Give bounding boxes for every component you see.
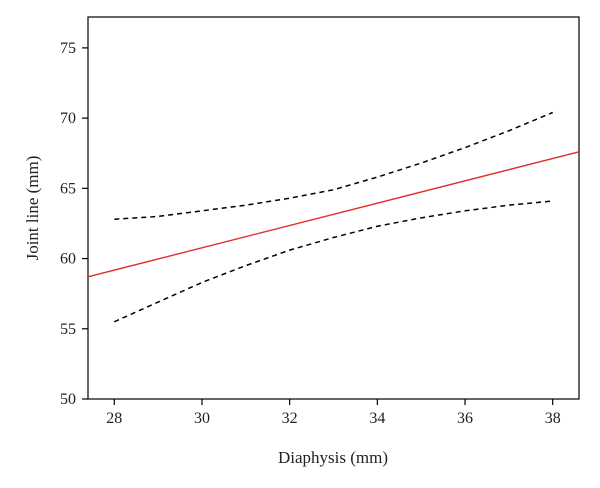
x-axis: 28 30 32 34 36 38 <box>106 399 561 427</box>
y-tick-label-0: 50 <box>60 391 76 408</box>
x-tick-label-2: 32 <box>282 410 298 427</box>
x-tick-label-1: 30 <box>194 410 210 427</box>
x-tick-label-0: 28 <box>106 410 122 427</box>
x-tick-label-3: 34 <box>369 410 385 427</box>
plot-frame <box>87 16 580 400</box>
y-axis: 50 55 60 65 70 75 <box>60 40 88 408</box>
x-tick-label-4: 36 <box>457 410 473 427</box>
y-tick-label-2: 60 <box>60 251 76 268</box>
y-tick-label-4: 70 <box>60 110 76 127</box>
y-tick-label-5: 75 <box>60 40 76 57</box>
x-axis-title: Diaphysis (mm) <box>278 448 388 467</box>
y-tick-label-3: 65 <box>60 180 76 197</box>
series-fit-line <box>87 151 580 278</box>
series-layer <box>87 111 580 323</box>
series-lower-ci-line <box>113 200 553 323</box>
x-tick-label-5: 38 <box>545 410 561 427</box>
y-axis-title: Joint line (mm) <box>23 156 42 261</box>
series-upper-ci-line <box>114 111 553 220</box>
y-tick-label-1: 55 <box>60 321 76 338</box>
